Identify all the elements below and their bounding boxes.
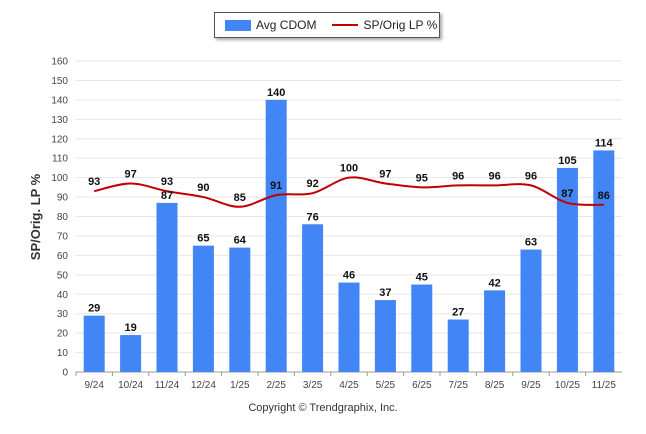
y-tick-label: 120	[51, 134, 68, 145]
line-value-label: 92	[306, 178, 318, 190]
x-tick-label: 10/24	[118, 380, 143, 391]
y-tick-label: 110	[52, 154, 68, 165]
bar-value-label: 19	[124, 322, 136, 334]
bar-11/24	[156, 202, 178, 372]
y-tick-label: 0	[62, 368, 68, 379]
y-tick-label: 50	[57, 270, 69, 281]
legend-item-sp-orig: SP/Orig LP %	[332, 18, 437, 32]
y-tick-label: 10	[57, 348, 69, 359]
bar-4/25	[338, 282, 360, 372]
y-tick-label: 150	[51, 76, 68, 87]
legend-label-sp-orig: SP/Orig LP %	[363, 18, 438, 32]
x-tick-label: 11/25	[592, 380, 617, 391]
bar-value-label: 65	[197, 233, 209, 245]
x-tick-label: 10/25	[555, 380, 580, 391]
y-tick-label: 40	[57, 290, 69, 301]
y-tick-label: 60	[57, 251, 69, 262]
bar-value-label: 76	[306, 211, 318, 223]
bar-10/25	[556, 167, 578, 372]
bar-value-label: 64	[234, 235, 247, 247]
line-value-label: 93	[88, 176, 100, 188]
line-value-label: 91	[270, 180, 282, 192]
line-value-label: 90	[197, 182, 209, 194]
x-tick-label: 5/25	[376, 380, 396, 391]
bar-3/25	[302, 224, 324, 372]
y-tick-label: 160	[51, 57, 68, 68]
x-tick-label: 1/25	[230, 380, 250, 391]
bar-9/25	[520, 249, 542, 372]
line-value-label: 87	[561, 188, 573, 200]
line-value-label: 95	[416, 172, 428, 184]
bar-5/25	[374, 300, 396, 372]
bar-9/24	[83, 315, 105, 372]
bar-7/25	[447, 319, 469, 372]
line-value-label: 85	[234, 192, 246, 204]
bar-data-labels: 29 19 87 65 64 140 76 46 37 45 27 42 63 105 114	[88, 87, 613, 334]
y-tick-label: 80	[57, 212, 69, 223]
y-tick-label: 100	[51, 173, 68, 184]
bar-value-label: 42	[488, 277, 500, 289]
x-tick-label: 6/25	[412, 380, 432, 391]
x-tick-label: 3/25	[303, 380, 323, 391]
bar-value-label: 45	[416, 272, 428, 284]
bar-value-label: 140	[267, 87, 285, 99]
x-tick-label: 11/24	[155, 380, 180, 391]
legend-label-avg-cdom: Avg CDOM	[256, 18, 317, 32]
x-tick-label: 12/24	[191, 380, 216, 391]
bar-value-label: 37	[379, 287, 391, 299]
bar-11/25	[593, 150, 615, 372]
x-tick-label: 8/25	[485, 380, 505, 391]
legend-item-avg-cdom: Avg CDOM	[225, 18, 316, 32]
bar-value-label: 29	[88, 303, 100, 315]
line-value-label: 96	[488, 170, 500, 182]
x-tick-label: 7/25	[448, 380, 468, 391]
bar-2/25	[265, 99, 287, 372]
bar-value-label: 87	[161, 190, 173, 202]
line-value-label: 96	[452, 170, 464, 182]
bar-value-label: 27	[452, 307, 464, 319]
bar-10/24	[120, 335, 142, 372]
legend-swatch-line	[332, 24, 359, 26]
y-tick-label: 20	[57, 329, 69, 340]
x-tick-label: 9/24	[84, 380, 104, 391]
legend-swatch-bar	[225, 19, 251, 31]
bar-value-label: 105	[558, 155, 576, 167]
y-tick-label: 90	[57, 193, 69, 204]
line-value-label: 93	[161, 176, 173, 188]
bar-value-label: 46	[343, 270, 355, 282]
bar-6/25	[411, 284, 433, 372]
y-tick-label: 30	[57, 309, 69, 320]
y-tick-label: 140	[51, 95, 68, 106]
bar-12/24	[192, 245, 214, 372]
y-axis-title: SP/Orig. LP %	[28, 173, 43, 260]
copyright-text: Copyright © Trendgraphix, Inc.	[248, 402, 398, 414]
bar-8/25	[484, 290, 506, 372]
bar-value-label: 63	[525, 237, 537, 249]
x-tick-label: 9/25	[521, 380, 541, 391]
bar-value-label: 114	[595, 137, 614, 149]
line-value-label: 97	[124, 168, 136, 180]
line-value-label: 100	[340, 163, 358, 175]
line-sp-orig-lp	[93, 176, 604, 208]
legend: Avg CDOM SP/Orig LP %	[214, 12, 440, 38]
line-series-sp-orig-lp	[93, 176, 604, 208]
x-axis-ticks: 9/24 10/24 11/24 12/24 1/25 2/25 3/25 4/25 5/25 6…	[75, 372, 617, 391]
y-tick-label: 70	[57, 231, 69, 242]
line-value-label: 86	[598, 190, 610, 202]
line-data-labels: 93 97 93 90 85 91 92 100 97 95 96 96 96 87 86	[88, 163, 610, 204]
line-value-label: 96	[525, 170, 537, 182]
y-tick-label: 130	[51, 115, 68, 126]
bar-1/25	[229, 247, 251, 372]
x-tick-label: 2/25	[266, 380, 286, 391]
y-axis-ticks: 0 10 20 30 40 50 60 70 80 90 100 110 120 130 140 150 160	[51, 57, 68, 379]
x-tick-label: 4/25	[339, 380, 359, 391]
line-value-label: 97	[379, 168, 391, 180]
